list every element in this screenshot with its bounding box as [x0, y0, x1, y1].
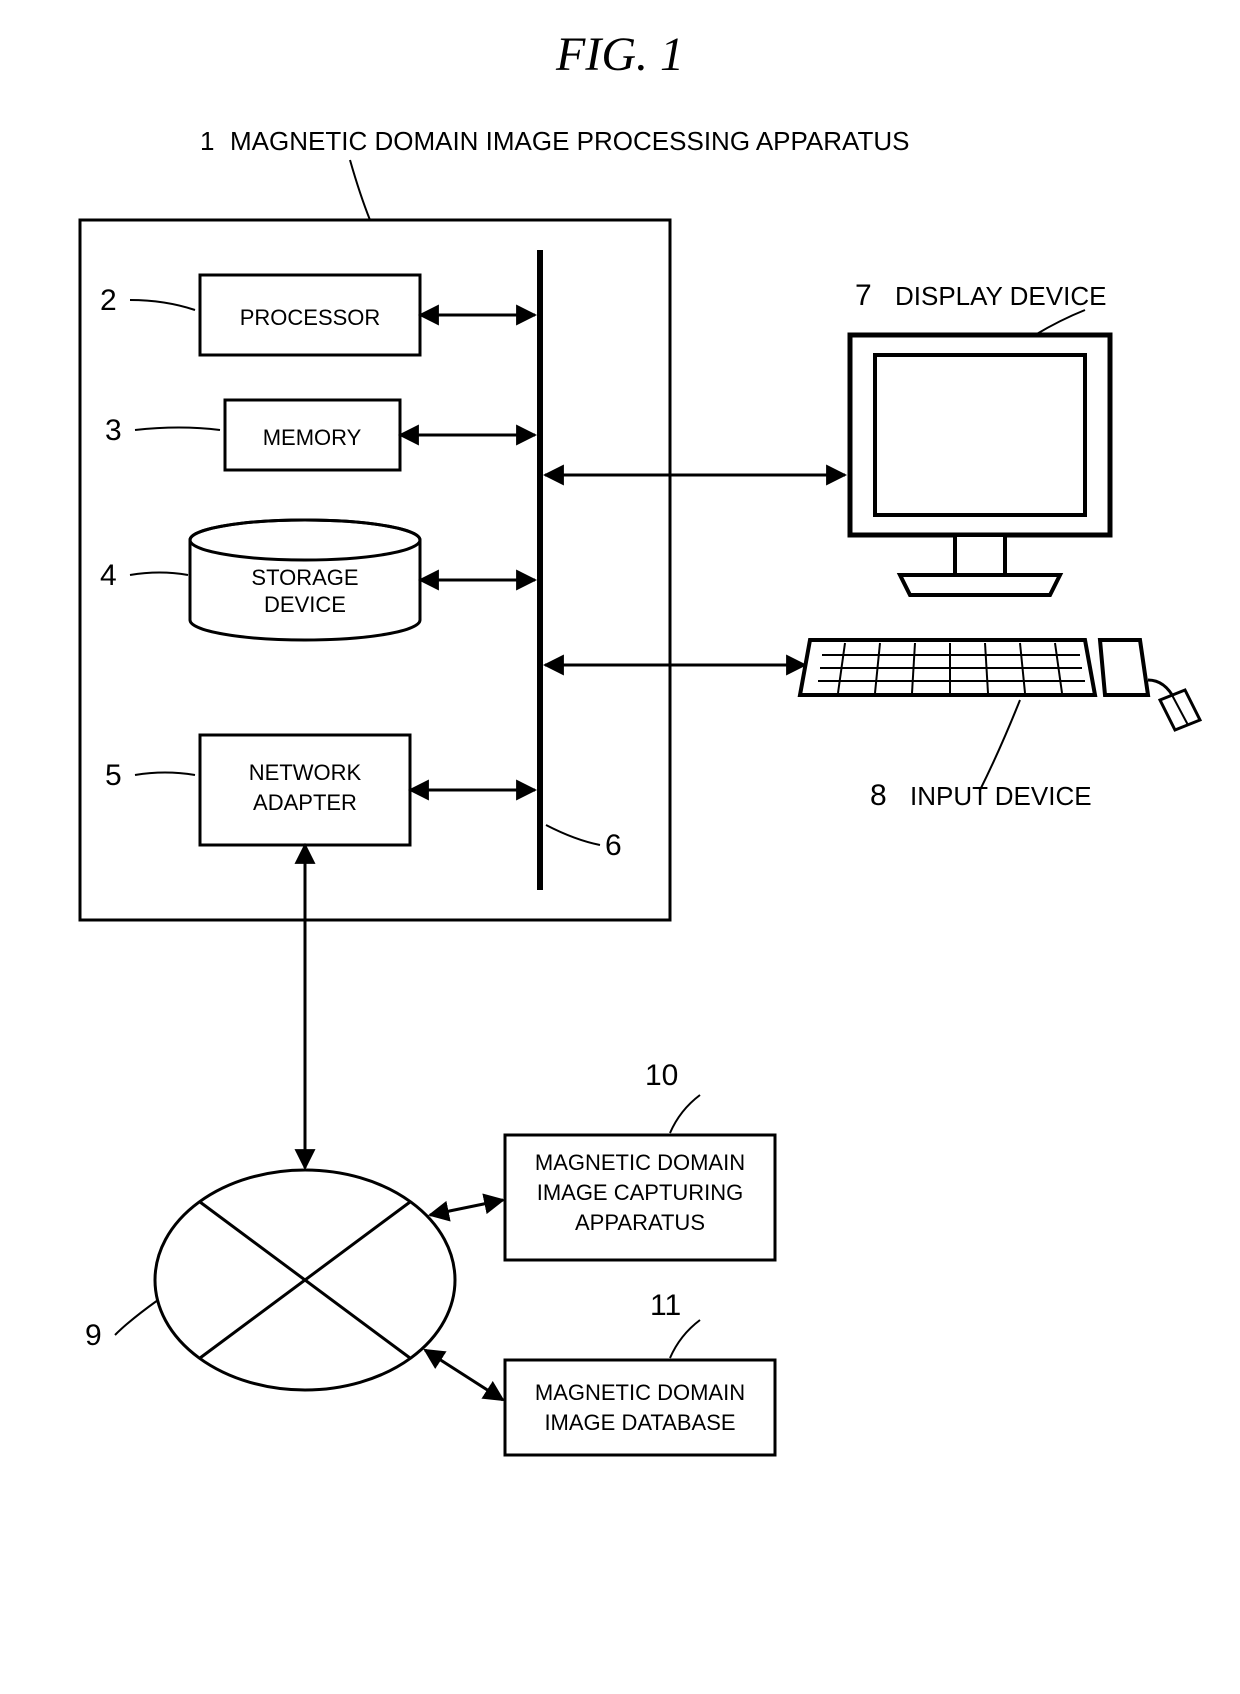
- bus-ref: 6: [605, 829, 622, 862]
- diagram-canvas: FIG. 1 1 MAGNETIC DOMAIN IMAGE PROCESSIN…: [0, 0, 1240, 1694]
- processor-ref: 2: [100, 284, 117, 317]
- display-ref: 7: [855, 279, 872, 312]
- storage-label-2: DEVICE: [264, 592, 346, 617]
- processor-label: PROCESSOR: [240, 305, 381, 330]
- leader-1: [350, 160, 370, 220]
- apparatus-ref: 1: [200, 126, 214, 156]
- network-label-1: NETWORK: [249, 760, 362, 785]
- leader-4: [130, 573, 188, 576]
- memory-ref: 3: [105, 414, 122, 447]
- net-capture-arrow: [430, 1200, 503, 1215]
- storage-ref: 4: [100, 559, 117, 592]
- mouse-icon: [1148, 680, 1200, 730]
- capture-l2: IMAGE CAPTURING: [537, 1180, 744, 1205]
- db-ref: 11: [650, 1289, 681, 1322]
- leader-11: [670, 1320, 700, 1358]
- display-label: DISPLAY DEVICE: [895, 281, 1106, 311]
- leader-2: [130, 300, 195, 310]
- keyboard-icon: [800, 640, 1148, 695]
- monitor-icon: [850, 335, 1110, 595]
- network-sym-ref: 9: [85, 1319, 102, 1352]
- db-l2: IMAGE DATABASE: [544, 1410, 735, 1435]
- leader-9: [115, 1300, 158, 1335]
- net-db-arrow: [425, 1350, 503, 1400]
- leader-8: [980, 700, 1020, 790]
- leader-5: [135, 773, 195, 776]
- capture-ref: 10: [645, 1059, 678, 1092]
- input-label: INPUT DEVICE: [910, 781, 1092, 811]
- input-ref: 8: [870, 779, 887, 812]
- leader-6: [546, 825, 600, 845]
- leader-10: [670, 1095, 700, 1133]
- capture-l3: APPARATUS: [575, 1210, 705, 1235]
- leader-7: [1035, 310, 1085, 335]
- network-label-2: ADAPTER: [253, 790, 357, 815]
- database-box: [505, 1360, 775, 1455]
- figure-title: FIG. 1: [555, 28, 684, 81]
- capture-l1: MAGNETIC DOMAIN: [535, 1150, 745, 1175]
- apparatus-label: MAGNETIC DOMAIN IMAGE PROCESSING APPARAT…: [230, 126, 909, 156]
- memory-label: MEMORY: [263, 425, 362, 450]
- leader-3: [135, 428, 220, 431]
- db-l1: MAGNETIC DOMAIN: [535, 1380, 745, 1405]
- network-ref: 5: [105, 759, 122, 792]
- storage-label-1: STORAGE: [251, 565, 358, 590]
- network-symbol: [155, 1170, 455, 1390]
